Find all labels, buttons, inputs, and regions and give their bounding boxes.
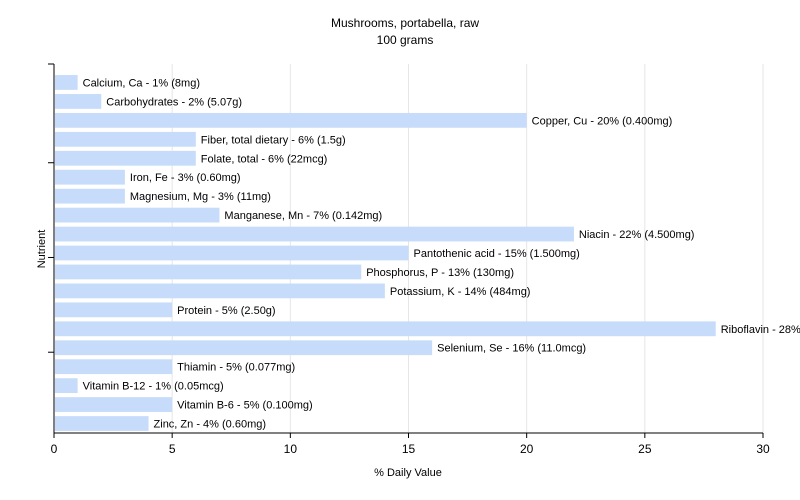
bar-data-label: Selenium, Se - 16% (11.0mcg)	[437, 343, 586, 355]
bar	[55, 112, 527, 128]
bar-data-label: Copper, Cu - 20% (0.400mg)	[532, 115, 673, 127]
bar-data-label: Vitamin B-12 - 1% (0.05mcg)	[83, 381, 224, 393]
bar	[55, 207, 220, 223]
bar-data-label: Protein - 5% (2.50g)	[177, 305, 275, 317]
bar-data-label: Calcium, Ca - 1% (8mg)	[83, 77, 200, 89]
bar-data-label: Pantothenic acid - 15% (1.500mg)	[414, 248, 580, 260]
bar	[55, 188, 125, 204]
bar	[55, 397, 173, 412]
bars	[55, 75, 716, 431]
bar	[55, 416, 149, 431]
x-tick-label: 20	[520, 442, 534, 456]
bar-data-label: Folate, total - 6% (22mcg)	[201, 153, 328, 165]
x-tick-label: 10	[284, 442, 298, 456]
x-tick-label: 25	[638, 442, 652, 456]
x-tick-label: 30	[756, 442, 770, 456]
bar	[55, 131, 196, 147]
chart-subtitle: 100 grams	[377, 33, 434, 47]
bar	[55, 359, 173, 375]
bar	[55, 302, 173, 318]
bar-data-label: Iron, Fe - 3% (0.60mg)	[130, 172, 241, 184]
y-axis-label: Nutrient	[36, 230, 48, 269]
bar	[55, 226, 574, 242]
bar	[55, 75, 78, 90]
bar-data-label: Niacin - 22% (4.500mg)	[579, 229, 695, 241]
bar-labels: Calcium, Ca - 1% (8mg) Carbohydrates - 2%…	[83, 77, 800, 430]
bar-data-label: Phosphorus, P - 13% (130mg)	[366, 267, 514, 279]
bar	[55, 264, 362, 280]
bar-data-label: Vitamin B-6 - 5% (0.100mg)	[177, 400, 313, 412]
x-tick-label: 5	[169, 442, 176, 456]
bar-data-label: Thiamin - 5% (0.077mg)	[177, 362, 295, 374]
bar-data-label: Carbohydrates - 2% (5.07g)	[106, 96, 242, 108]
bar-data-label: Fiber, total dietary - 6% (1.5g)	[201, 134, 346, 146]
y-axis-ticks	[48, 63, 54, 353]
bar-data-label: Magnesium, Mg - 3% (11mg)	[130, 191, 271, 203]
x-tick-label: 0	[51, 442, 58, 456]
bar	[55, 321, 716, 337]
bar-data-label: Manganese, Mn - 7% (0.142mg)	[224, 210, 382, 222]
x-tick-label: 15	[402, 442, 416, 456]
bar	[55, 169, 125, 185]
bar	[55, 378, 78, 394]
bar	[55, 340, 433, 356]
x-axis-label: % Daily Value	[374, 467, 442, 479]
bar	[55, 94, 102, 109]
bar-data-label: Potassium, K - 14% (484mg)	[390, 286, 531, 298]
bar	[55, 150, 196, 166]
chart-title: Mushrooms, portabella, raw	[331, 16, 479, 30]
x-axis-ticks: 0 5 10 15 20 25 30	[51, 433, 770, 456]
bar	[55, 245, 409, 261]
bar	[55, 283, 385, 299]
bar-data-label: Riboflavin - 28% (0.480mg)	[721, 324, 800, 336]
bar-data-label: Zinc, Zn - 4% (0.60mg)	[154, 419, 266, 431]
